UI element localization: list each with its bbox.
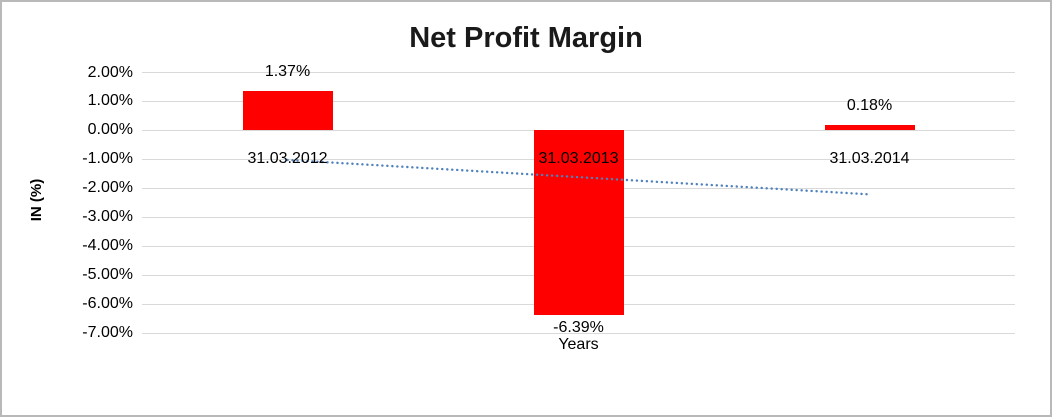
data-label: 0.18% — [846, 97, 893, 115]
y-axis-tick-label: 0.00% — [87, 121, 133, 139]
bar-31.03.2014 — [824, 125, 915, 131]
y-axis-tick-label: -1.00% — [82, 150, 133, 168]
y-axis-tick-label: 2.00% — [87, 63, 133, 81]
bar-31.03.2012 — [242, 90, 333, 131]
chart-title: Net Profit Margin — [409, 22, 643, 54]
y-axis-tick-label: -3.00% — [82, 208, 133, 226]
y-gridline — [142, 332, 1015, 334]
category-label: 31.03.2014 — [829, 150, 910, 167]
y-axis-tick-label: -2.00% — [82, 179, 133, 197]
data-label: -6.39% — [553, 319, 604, 337]
y-axis-tick-label: -6.00% — [82, 295, 133, 313]
y-axis-tick-label: -4.00% — [82, 237, 133, 255]
category-label: 31.03.2013 — [538, 150, 619, 167]
data-label: 1.37% — [264, 62, 311, 80]
x-axis-title: Years — [558, 336, 599, 353]
y-axis-tick-label: 1.00% — [87, 92, 133, 110]
y-axis-tick-label: -7.00% — [82, 324, 133, 341]
y-axis-tick-label: -5.00% — [82, 266, 133, 284]
y-gridline — [142, 100, 1015, 102]
category-label: 31.03.2012 — [247, 150, 328, 167]
y-gridline — [142, 72, 1015, 73]
